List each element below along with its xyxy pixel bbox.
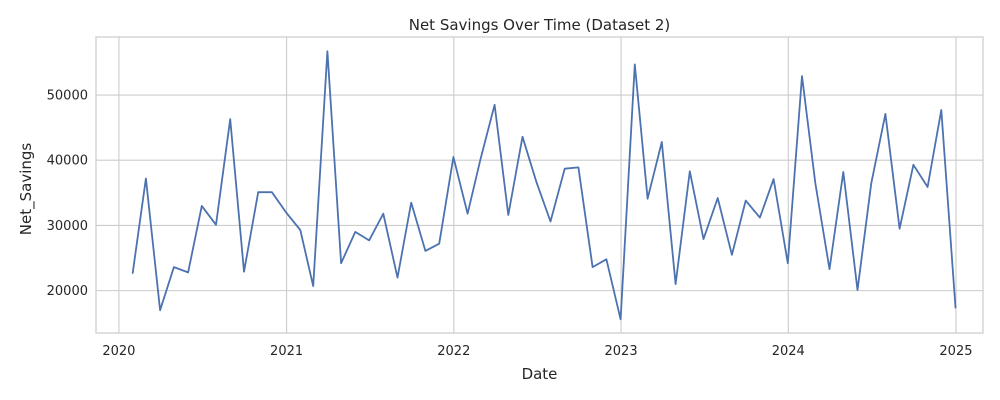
y-tick-label: 30000 <box>47 219 88 234</box>
series-layer <box>131 50 957 321</box>
grid-lines <box>96 37 983 333</box>
y-tick-labels: 20000 30000 40000 50000 <box>47 89 88 300</box>
x-tick-label: 2024 <box>772 344 805 359</box>
x-tick-label: 2025 <box>939 344 972 359</box>
x-tick-label: 2022 <box>437 344 470 359</box>
series-line <box>131 50 957 321</box>
x-tick-label: 2020 <box>102 344 135 359</box>
x-tick-label: 2021 <box>270 344 303 359</box>
x-tick-label: 2023 <box>605 344 638 359</box>
y-tick-label: 50000 <box>47 89 88 104</box>
y-axis-title: Net_Savings <box>17 143 36 236</box>
y-tick-label: 40000 <box>47 154 88 169</box>
x-tick-labels: 2020 2021 2022 2023 2024 2025 <box>102 344 972 359</box>
y-tick-label: 20000 <box>47 284 88 299</box>
x-axis-title: Date <box>522 365 558 383</box>
plot-frame <box>95 36 984 334</box>
chart-title: Net Savings Over Time (Dataset 2) <box>409 16 671 34</box>
